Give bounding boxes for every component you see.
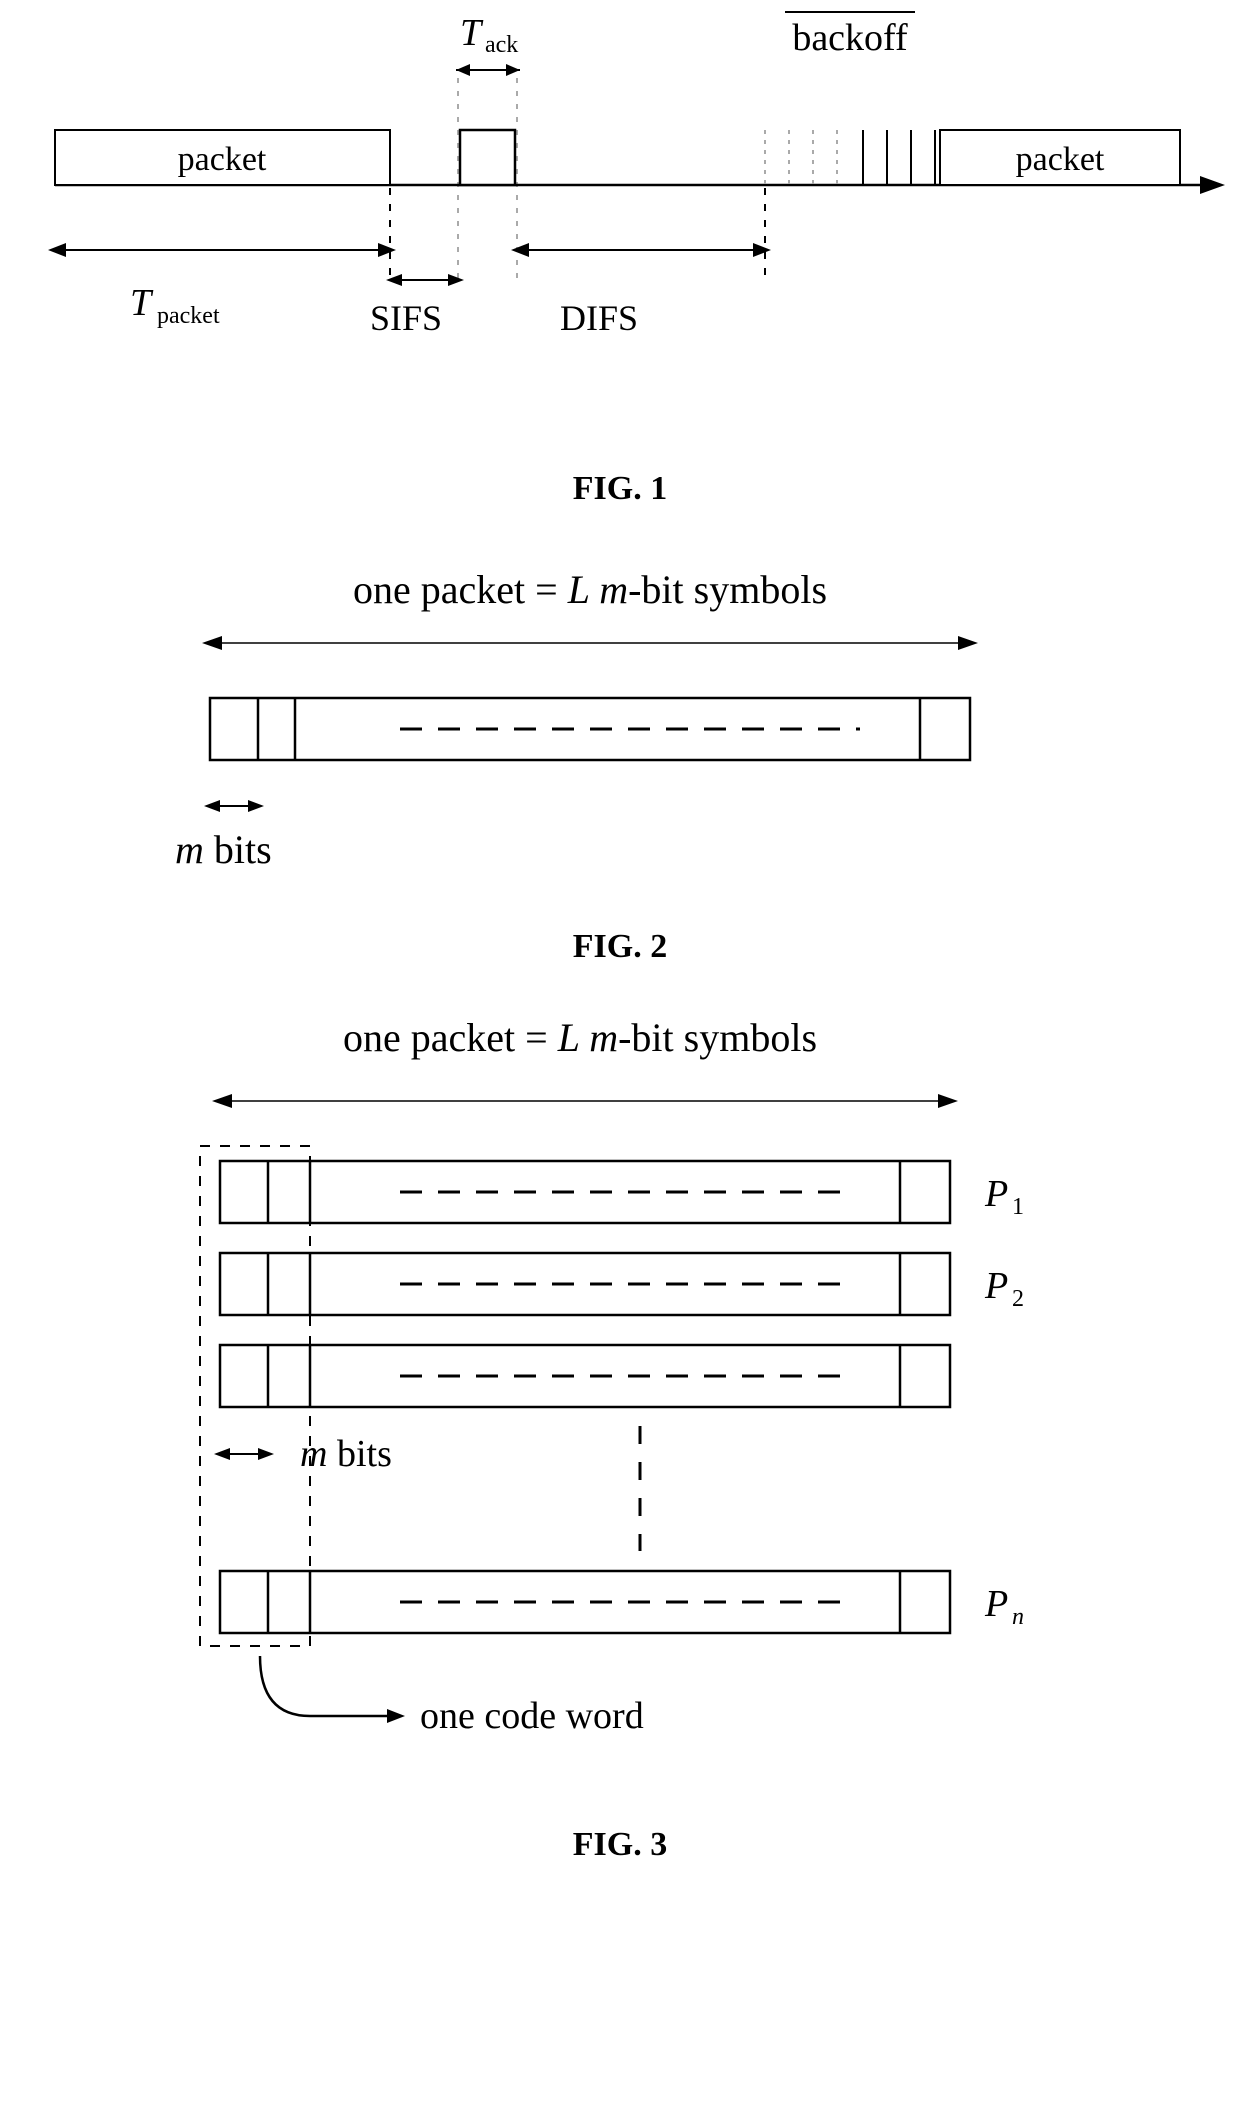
tack-arrow-right [506,64,520,76]
label-tack-T: T [460,12,484,54]
fig1-caption: FIG. 1 [0,470,1240,508]
label-tpacket-T: T [130,282,154,324]
figure-3-svg: one packet = L m-bit symbols P 1 P 2 [0,1006,1240,1786]
label-sifs: SIFS [370,298,442,338]
fig2-caption: FIG. 2 [0,928,1240,966]
fig3-mbits-arrow-right [258,1448,274,1460]
sifs-arrow-right [448,274,464,286]
difs-arrow-right [753,243,771,257]
figure-1-svg: backoff T ack packet packet T packet SIF… [0,0,1240,430]
fig2-dim-arrow-right [958,636,978,650]
label-tpacket-sub: packet [157,303,220,329]
packet2-label: packet [1016,141,1105,178]
fig3-dim-arrow-left [212,1094,232,1108]
fig3-row-n [220,1571,950,1633]
fig3-row1-label: P [984,1173,1008,1215]
figure-2-svg: one packet = L m-bit symbols m bits [0,548,1240,888]
fig3-row1-sub: 1 [1012,1194,1024,1220]
fig3-top-text: one packet = L m-bit symbols [343,1015,817,1060]
tpacket-arrow-right [378,243,396,257]
fig2-top-text: one packet = L m-bit symbols [353,567,827,612]
fig3-rown-sub: n [1012,1604,1024,1630]
label-difs: DIFS [560,298,638,338]
label-tack-sub: ack [485,32,518,58]
fig3-row-1 [220,1161,950,1223]
fig3-row-3 [220,1345,950,1407]
timeline-arrowhead [1200,176,1225,194]
fig3-rown-label: P [984,1583,1008,1625]
difs-arrow-left [511,243,529,257]
fig3-codeword-label: one code word [420,1695,644,1737]
fig2-mbits-arrow-right [248,800,264,812]
figure-2-container: one packet = L m-bit symbols m bits FIG.… [0,548,1240,966]
ack-box [460,130,515,185]
fig3-dim-arrow-right [938,1094,958,1108]
figure-1-container: backoff T ack packet packet T packet SIF… [0,0,1240,508]
fig3-row2-label: P [984,1265,1008,1307]
fig3-mbits-arrow-left [214,1448,230,1460]
sifs-arrow-left [386,274,402,286]
fig3-row-2 [220,1253,950,1315]
fig3-mbits-label: m bits [300,1433,392,1475]
tack-arrow-left [456,64,470,76]
figure-3-container: one packet = L m-bit symbols P 1 P 2 [0,1006,1240,1864]
backoff-slots [765,130,935,185]
label-backoff: backoff [792,17,908,59]
fig2-dim-arrow-left [202,636,222,650]
packet1-label: packet [178,141,267,178]
fig3-codeword-arrow-path [260,1656,395,1716]
fig2-mbits-arrow-left [204,800,220,812]
fig3-row2-sub: 2 [1012,1286,1024,1312]
tpacket-arrow-left [48,243,66,257]
fig3-codeword-arrowhead [387,1709,405,1723]
fig3-caption: FIG. 3 [0,1826,1240,1864]
fig2-mbits-label: m bits [175,827,272,872]
